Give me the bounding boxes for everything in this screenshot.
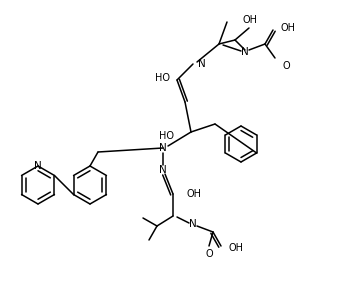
Text: N: N <box>159 165 167 175</box>
Text: N: N <box>34 161 42 171</box>
Text: HO: HO <box>155 73 170 83</box>
Text: N: N <box>189 219 197 229</box>
Text: HO: HO <box>159 131 174 141</box>
Text: O: O <box>205 249 213 259</box>
Text: N: N <box>241 47 249 57</box>
Text: OH: OH <box>229 243 244 253</box>
Text: N: N <box>198 59 206 69</box>
Text: OH: OH <box>187 189 202 199</box>
Text: OH: OH <box>243 15 258 25</box>
Text: OH: OH <box>281 23 296 33</box>
Text: O: O <box>283 61 290 71</box>
Text: N: N <box>159 143 167 153</box>
